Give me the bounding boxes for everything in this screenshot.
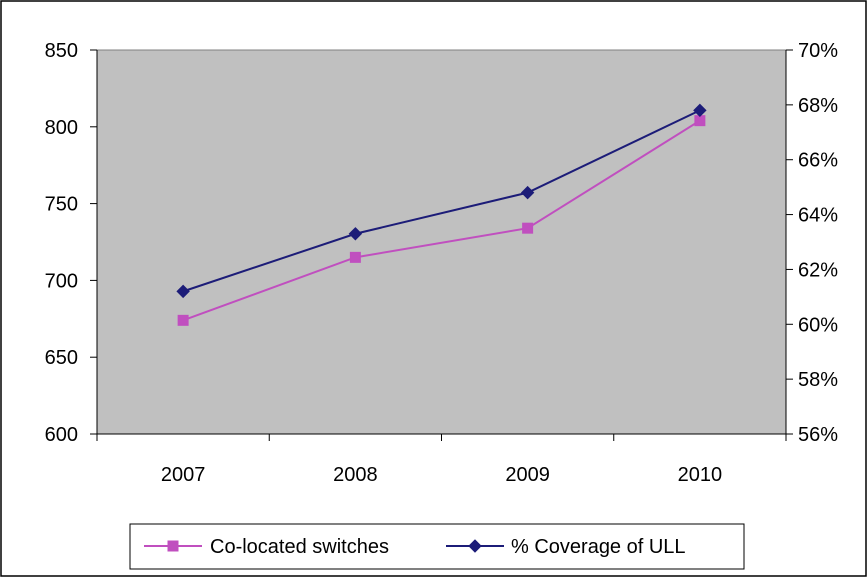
series-group <box>176 103 707 299</box>
y-left-tick-label: 700 <box>45 270 78 292</box>
data-point <box>176 284 190 299</box>
series-line <box>182 109 701 293</box>
series-layer <box>176 103 707 326</box>
legend-box <box>129 523 745 570</box>
legend-marker <box>167 540 179 552</box>
x-tick-label: 2007 <box>161 464 206 486</box>
y-left-tick-label: 750 <box>45 194 78 216</box>
data-point <box>349 251 361 263</box>
data-point <box>693 103 707 118</box>
data-point <box>694 115 706 127</box>
y-right-tick-label: 68% <box>798 95 838 117</box>
legend: Co-located switches % Coverage of ULL <box>129 523 745 570</box>
data-point <box>177 314 189 326</box>
series-line <box>182 119 701 322</box>
y-right-tick-label: 58% <box>798 369 838 391</box>
y-left-tick-label: 650 <box>45 347 78 369</box>
legend-marker <box>468 539 482 553</box>
y-right-tick-label: 66% <box>798 150 838 172</box>
x-tick-label: 2009 <box>505 464 550 486</box>
y-right-tick-label: 62% <box>798 259 838 281</box>
y-right-tick-label: 60% <box>798 314 838 336</box>
data-point <box>520 185 535 200</box>
data-point <box>522 222 534 234</box>
series-group <box>177 115 706 326</box>
legend-label: Co-located switches <box>210 536 389 558</box>
y-right-tick-label: 56% <box>798 424 838 446</box>
y-right-tick-label: 64% <box>798 205 838 227</box>
x-tick-label: 2008 <box>333 464 378 486</box>
y-left-tick-label: 600 <box>45 424 78 446</box>
y-left-tick-label: 850 <box>45 40 78 62</box>
legend-label: % Coverage of ULL <box>511 536 686 558</box>
data-point <box>348 227 363 241</box>
y-left-tick-label: 800 <box>45 117 78 139</box>
axes-layer: 600 650 700 750 800 850 56% 58% 60% 62% 64% 66% 68% 7… <box>45 40 839 486</box>
x-tick-label: 2010 <box>678 464 723 486</box>
y-right-tick-label: 70% <box>798 40 838 62</box>
